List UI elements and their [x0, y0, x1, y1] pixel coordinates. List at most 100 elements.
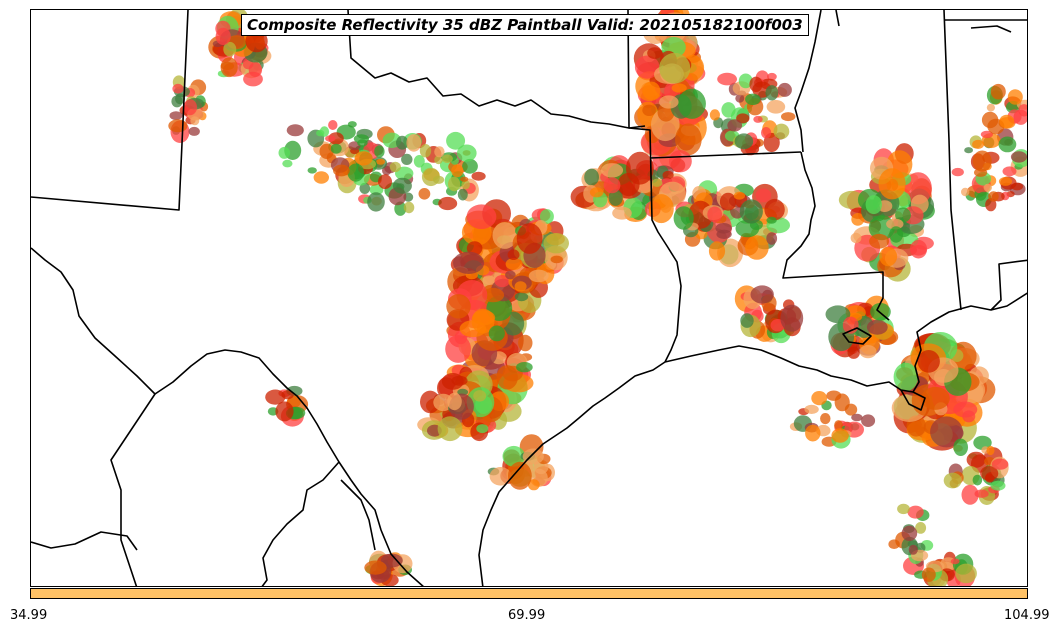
- echo-blob: [897, 503, 910, 515]
- echo-blob: [488, 325, 505, 342]
- echo-blob: [908, 544, 918, 555]
- echo-blob: [716, 229, 732, 239]
- echo-blob: [489, 467, 512, 486]
- ms-al-border: [835, 10, 840, 27]
- echo-blob: [980, 130, 994, 139]
- echo-blob: [673, 206, 694, 230]
- echo-blob: [378, 174, 392, 190]
- mexico-state-3: [261, 461, 340, 586]
- echo-blob: [834, 393, 850, 412]
- echo-blob: [275, 401, 294, 422]
- echo-blob: [374, 145, 385, 158]
- echo-blob: [820, 413, 831, 425]
- echo-blob: [307, 167, 317, 174]
- echo-blob: [634, 55, 660, 79]
- echo-blob: [330, 143, 342, 154]
- echo-blob: [347, 163, 365, 182]
- echo-blob: [865, 195, 882, 215]
- echo-blob: [403, 201, 415, 214]
- echo-blob: [998, 176, 1013, 186]
- echo-blob: [584, 168, 599, 186]
- rio-grande: [31, 247, 424, 586]
- gulf-coast: [478, 361, 666, 586]
- echo-blob: [364, 560, 387, 575]
- echo-blob: [420, 390, 441, 414]
- echo-blob: [750, 285, 774, 304]
- ms-river-north: [794, 10, 822, 153]
- echo-blob: [781, 112, 796, 122]
- echo-blob: [461, 180, 470, 190]
- echo-blob: [719, 192, 737, 211]
- echo-blob: [780, 304, 804, 332]
- echo-blob: [438, 196, 458, 211]
- echo-blob: [886, 218, 904, 230]
- echo-blob: [367, 192, 385, 212]
- echo-blob: [462, 158, 478, 174]
- echo-blob: [505, 258, 523, 270]
- echo-blob: [921, 567, 936, 582]
- echo-blob: [888, 539, 900, 549]
- echo-blob: [433, 175, 445, 184]
- echo-blob: [907, 505, 924, 519]
- reflectivity-echoes: [168, 10, 1027, 586]
- echo-blob: [482, 287, 505, 303]
- echo-blob: [389, 161, 401, 173]
- echo-blob: [445, 335, 471, 363]
- echo-blob: [893, 362, 918, 392]
- colorbar-tick-min: 34.99: [10, 608, 48, 623]
- echo-blob: [642, 81, 661, 101]
- echo-blob: [183, 99, 197, 116]
- echo-blob: [709, 109, 721, 121]
- echo-blob: [765, 85, 779, 101]
- echo-blob: [325, 135, 336, 142]
- echo-blob: [508, 461, 532, 490]
- echo-blob: [878, 168, 906, 200]
- echo-blob: [354, 151, 373, 166]
- colorbar: [30, 588, 1028, 599]
- mississippi-river: [782, 151, 890, 321]
- echo-blob: [223, 41, 237, 57]
- echo-blob: [437, 416, 463, 442]
- echo-blob: [825, 305, 851, 324]
- echo-blob: [447, 392, 462, 411]
- echo-blob: [612, 206, 632, 220]
- echo-blob: [600, 163, 624, 178]
- echo-blob: [319, 143, 334, 159]
- echo-blob: [286, 124, 304, 137]
- echo-blob: [527, 479, 540, 491]
- echo-blob: [950, 558, 960, 565]
- colorbar-tick-max: 104.99: [1004, 608, 1050, 623]
- echo-blob: [419, 144, 432, 158]
- echo-blob: [451, 375, 468, 386]
- echo-blob: [973, 435, 992, 450]
- echo-blob: [380, 553, 403, 568]
- echo-blob: [319, 126, 330, 137]
- echo-blob: [514, 281, 527, 292]
- echo-blob: [220, 57, 238, 78]
- echo-blob: [401, 153, 413, 165]
- echo-blob: [980, 466, 999, 481]
- echo-blob: [838, 190, 865, 209]
- echo-blob: [847, 346, 860, 359]
- echo-blob: [514, 292, 529, 302]
- echo-blob: [441, 154, 453, 163]
- echo-blob: [834, 420, 843, 431]
- echo-blob: [972, 474, 983, 486]
- echo-blob: [457, 188, 468, 201]
- echo-blob: [733, 191, 746, 200]
- map-title: Composite Reflectivity 35 dBZ Paintball …: [241, 14, 809, 36]
- al-ga-line: [990, 259, 1027, 311]
- echo-blob: [895, 207, 911, 223]
- echo-blob: [707, 206, 723, 223]
- echo-blob: [172, 83, 184, 94]
- echo-blob: [859, 345, 877, 359]
- echo-blob: [986, 445, 995, 456]
- echo-blob: [972, 139, 985, 149]
- echo-blob: [457, 144, 477, 162]
- lake-east: [970, 25, 1012, 33]
- echo-blob: [642, 104, 656, 117]
- echo-blob: [917, 350, 940, 373]
- echo-blob: [446, 131, 466, 150]
- echo-blob: [171, 95, 183, 108]
- ar-la-border: [649, 151, 802, 159]
